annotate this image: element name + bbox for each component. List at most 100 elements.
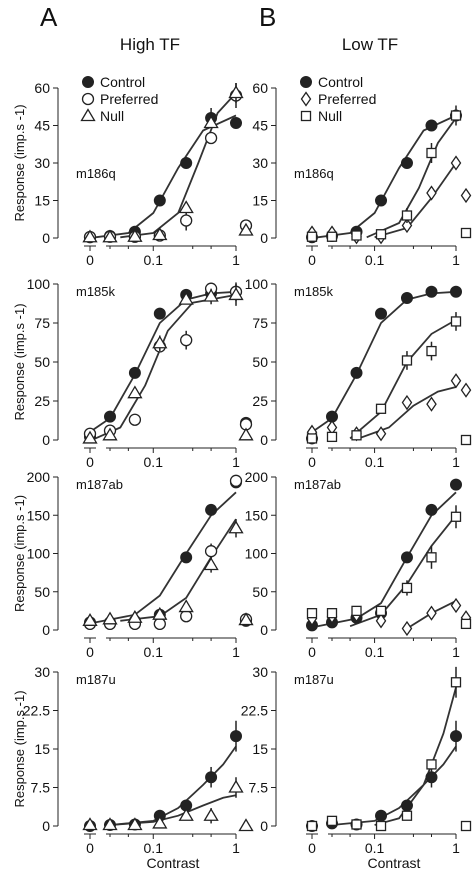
panel-letter-a: A xyxy=(40,2,58,32)
y-tick-label: 60 xyxy=(252,80,268,96)
x-axis-label: Contrast xyxy=(368,855,421,871)
unpaired-point-null xyxy=(460,820,472,832)
data-point-null xyxy=(178,599,194,613)
data-point-null xyxy=(178,291,194,305)
x-tick-label: 1 xyxy=(232,454,240,470)
y-tick-label: 50 xyxy=(34,584,50,600)
legend-marker-null xyxy=(300,110,312,122)
y-tick-label: 200 xyxy=(245,469,269,485)
data-point-preferred xyxy=(450,597,462,614)
y-tick-label: 50 xyxy=(252,354,268,370)
data-point-null xyxy=(426,552,437,563)
panel-low-tf-m187u: 0 7.5 15 22.5 30 0 0.1 1 Contrast m187u xyxy=(241,664,472,871)
y-tick-label: 30 xyxy=(252,155,268,171)
data-point-null xyxy=(351,819,362,830)
y-tick-label: 30 xyxy=(34,155,50,171)
data-point-null xyxy=(152,606,168,620)
data-point-preferred xyxy=(180,214,193,227)
y-tick-label: 0 xyxy=(42,818,50,834)
data-point-null xyxy=(306,433,318,444)
x-tick-label: 1 xyxy=(452,840,460,856)
panel-high-tf-m186q: 0 15 30 45 60 0 0.1 1 Response (imp.s -1) m186q Co… xyxy=(12,74,254,268)
y-tick-label: 0 xyxy=(260,230,268,246)
data-point-preferred xyxy=(401,217,413,234)
data-point-null xyxy=(326,431,338,443)
legend-label-null: Null xyxy=(100,108,124,124)
unpaired-point-null xyxy=(460,618,472,630)
y-tick-label: 22.5 xyxy=(241,703,268,719)
data-point-null xyxy=(450,316,462,327)
x-tick-label: 0 xyxy=(308,252,316,268)
data-point-control xyxy=(375,194,388,207)
data-point-preferred xyxy=(401,620,413,637)
data-point-null xyxy=(102,229,118,243)
y-axis-label: Response (imp.s -1) xyxy=(12,303,27,420)
data-point-control xyxy=(153,307,166,320)
data-point-preferred xyxy=(450,373,462,389)
fit-curve-null xyxy=(349,319,457,440)
cell-label: m186q xyxy=(294,166,334,181)
x-tick-label: 0.1 xyxy=(365,252,385,268)
y-tick-label: 60 xyxy=(34,80,50,96)
data-point-null xyxy=(228,85,244,99)
unpaired-point-null xyxy=(460,434,472,446)
y-axis-label: Response (imp.s -1) xyxy=(12,495,27,612)
x-tick-label: 1 xyxy=(452,644,460,660)
y-axis-label: Response (imp.s -1) xyxy=(12,104,27,221)
data-point-null xyxy=(82,430,98,444)
data-point-null xyxy=(426,345,437,357)
data-point-control xyxy=(230,117,242,129)
fit-curve-null xyxy=(95,294,237,440)
unpaired-point-preferred xyxy=(460,382,472,398)
unpaired-point-null xyxy=(238,222,254,236)
panel-low-tf-m187ab: 0 50 100 150 200 0 0.1 1 m187ab xyxy=(245,469,472,660)
y-tick-label: 200 xyxy=(27,469,51,485)
x-tick-label: 0.1 xyxy=(144,252,164,268)
y-tick-label: 0 xyxy=(42,230,50,246)
data-point-control xyxy=(400,292,413,305)
y-tick-label: 75 xyxy=(34,315,50,331)
cell-label: m187ab xyxy=(76,477,123,492)
x-tick-label: 0 xyxy=(86,644,94,660)
data-point-preferred xyxy=(450,155,462,171)
y-tick-label: 50 xyxy=(34,354,50,370)
x-axis-label: Contrast xyxy=(147,855,200,871)
y-tick-label: 45 xyxy=(252,118,268,134)
x-tick-label: 0 xyxy=(308,840,316,856)
panel-high-tf-m185k: 0 25 50 75 100 0 0.1 1 Response (imp.s -1) m185k xyxy=(12,276,254,470)
data-point-null xyxy=(375,820,387,832)
data-point-null xyxy=(127,228,143,242)
y-tick-label: 7.5 xyxy=(31,780,51,796)
x-tick-label: 0.1 xyxy=(365,454,385,470)
legend-label-preferred: Preferred xyxy=(100,91,158,107)
legend-marker-preferred xyxy=(81,92,95,106)
data-point-preferred xyxy=(401,394,413,411)
data-point-null xyxy=(127,817,143,831)
data-point-null xyxy=(203,288,219,302)
unpaired-point-null xyxy=(238,427,254,441)
legend-marker-control xyxy=(82,76,94,88)
x-tick-label: 1 xyxy=(232,840,240,856)
data-point-preferred xyxy=(375,613,387,629)
data-point-null xyxy=(306,608,318,619)
data-point-null xyxy=(326,815,338,827)
y-tick-label: 0 xyxy=(42,432,50,448)
data-point-control xyxy=(400,551,413,564)
unpaired-point-null xyxy=(238,818,254,832)
y-tick-label: 30 xyxy=(34,664,50,680)
y-tick-label: 150 xyxy=(27,507,51,523)
data-point-control xyxy=(400,799,413,812)
y-tick-label: 7.5 xyxy=(249,780,269,796)
data-point-null xyxy=(228,287,244,301)
x-tick-label: 1 xyxy=(452,252,460,268)
y-tick-label: 0 xyxy=(260,622,268,638)
data-point-control xyxy=(375,809,388,822)
x-tick-label: 0 xyxy=(86,840,94,856)
x-tick-label: 0.1 xyxy=(365,644,385,660)
data-point-control xyxy=(450,730,462,743)
unpaired-point-null xyxy=(460,227,472,239)
data-point-null xyxy=(203,807,219,821)
data-point-control xyxy=(180,551,193,564)
data-point-control xyxy=(400,157,413,169)
